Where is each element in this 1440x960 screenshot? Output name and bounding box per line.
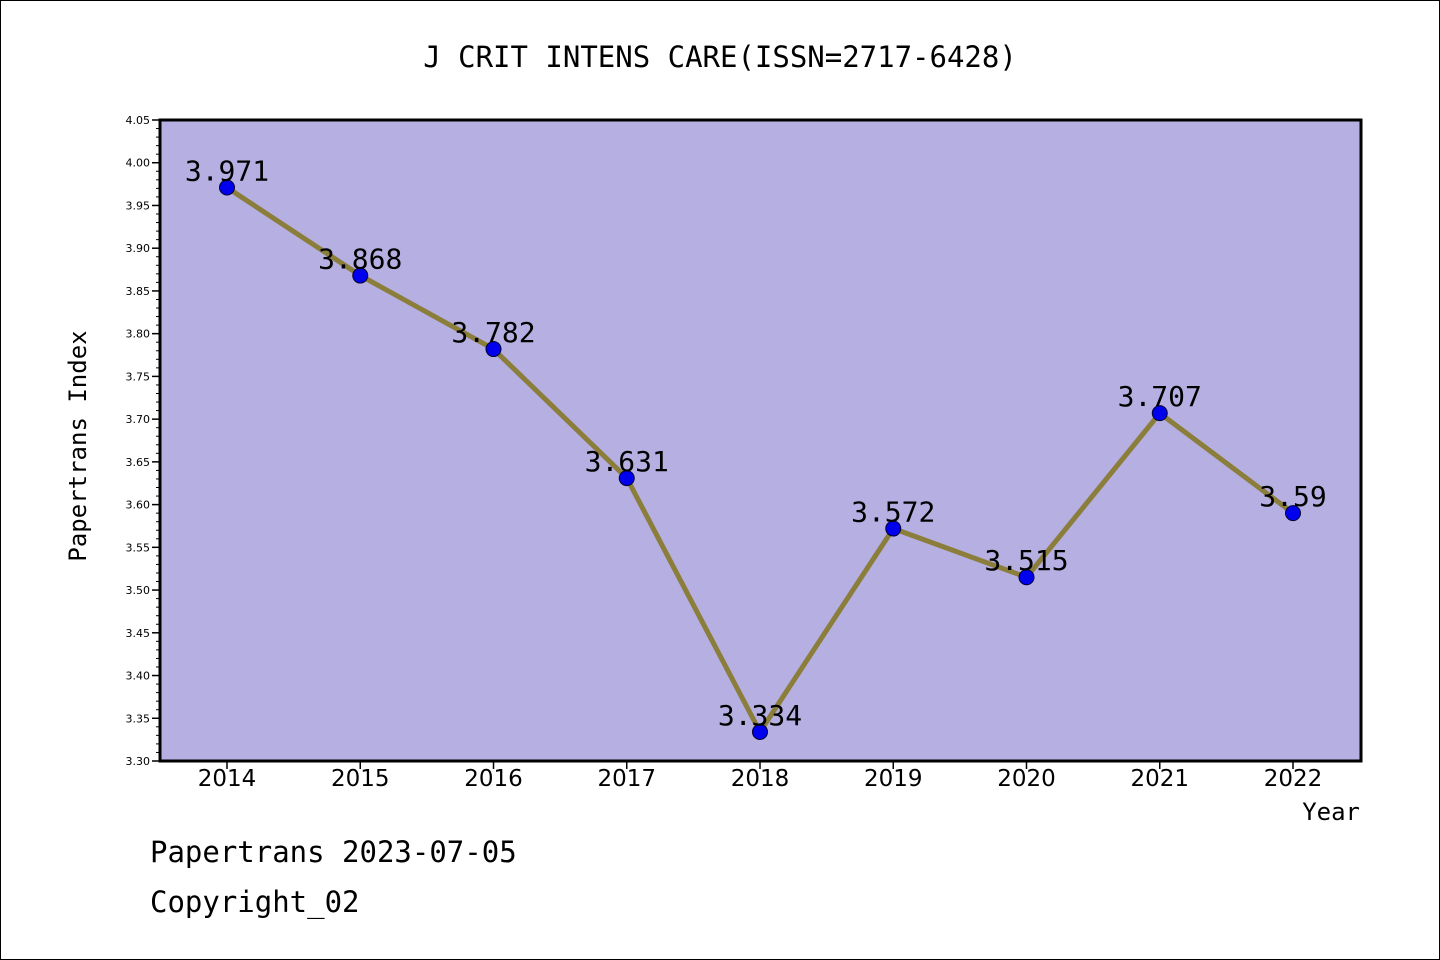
y-tick-label: 3.30 — [126, 755, 151, 768]
y-tick-label: 3.55 — [126, 541, 151, 554]
y-tick-label: 3.75 — [126, 370, 151, 383]
data-point — [752, 723, 768, 740]
data-label: 3.631 — [585, 445, 669, 478]
y-tick-label: 3.60 — [126, 499, 151, 512]
data-label: 3.971 — [185, 155, 269, 188]
data-point — [618, 470, 635, 487]
y-tick-label: 3.35 — [126, 712, 151, 725]
data-point — [485, 341, 502, 358]
data-point — [885, 520, 902, 537]
y-tick-label: 3.80 — [126, 328, 151, 341]
x-tick-label: 2015 — [331, 766, 390, 792]
y-tick-label: 3.70 — [126, 413, 151, 426]
x-tick-label: 2019 — [864, 766, 923, 792]
y-axis: 3.30 3.35 3.40 3.45 3.50 3.55 3.60 3.65 3.70 3.75… — [126, 114, 160, 768]
series-markers — [219, 179, 1301, 740]
y-axis-label: Papertrans Index — [64, 330, 92, 561]
y-tick-label: 3.45 — [126, 627, 151, 640]
x-tick-label: 2017 — [597, 766, 656, 792]
y-tick-label: 3.95 — [126, 199, 151, 212]
data-label: 3.782 — [451, 316, 535, 349]
x-tick-label: 2020 — [997, 766, 1056, 792]
x-tick-label: 2022 — [1264, 766, 1323, 792]
x-tick-label: 2018 — [731, 766, 790, 792]
y-tick-label: 4.05 — [126, 114, 151, 127]
footer-date: Papertrans 2023-07-05 — [150, 835, 517, 869]
y-tick-label: 3.40 — [126, 670, 151, 683]
data-point — [219, 179, 235, 196]
y-tick-label: 3.85 — [126, 285, 151, 298]
x-axis: 2014 2015 2016 2017 2018 2019 2020 2021 2022 — [198, 761, 1323, 792]
y-tick-label: 4.00 — [126, 157, 151, 170]
data-label: 3.572 — [851, 496, 935, 529]
x-axis-label: Year — [1302, 798, 1360, 826]
x-tick-label: 2021 — [1130, 766, 1189, 792]
y-tick-label: 3.65 — [126, 456, 151, 469]
chart-title: J CRIT INTENS CARE(ISSN=2717-6428) — [423, 40, 1017, 74]
data-label: 3.59 — [1259, 480, 1326, 513]
data-label: 3.707 — [1118, 380, 1202, 413]
footer-copyright: Copyright_02 — [150, 885, 360, 919]
data-label: 3.334 — [718, 699, 802, 732]
plot-area — [158, 118, 1363, 763]
y-tick-label: 3.90 — [126, 242, 151, 255]
data-point — [1018, 569, 1035, 586]
data-point — [1285, 505, 1301, 522]
data-point — [1151, 405, 1168, 422]
data-label: 3.868 — [318, 243, 402, 276]
y-tick-label: 3.50 — [126, 584, 151, 597]
x-tick-label: 2014 — [198, 766, 257, 792]
x-tick-label: 2016 — [464, 766, 523, 792]
data-labels: 3.971 3.868 3.782 3.631 3.334 3.572 3.515 3.707… — [185, 155, 1327, 732]
data-label: 3.515 — [984, 544, 1068, 577]
data-point — [352, 267, 369, 284]
